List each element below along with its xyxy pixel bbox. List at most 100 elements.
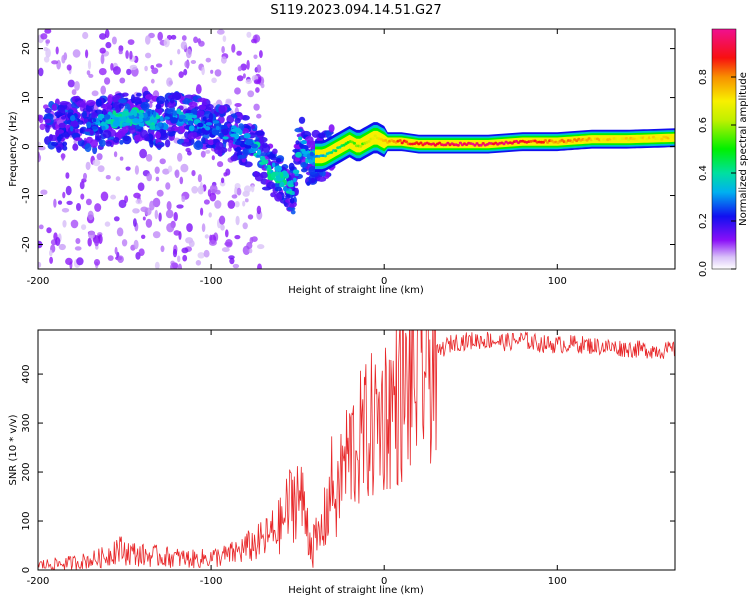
spectrogram-noise-blob (85, 161, 91, 171)
spectrogram-noise-blob (200, 150, 206, 158)
x-tick-label: 0 (381, 276, 387, 287)
spectrogram-halo-blob (230, 155, 238, 162)
spectrogram-core-blob (70, 115, 76, 122)
spectrogram-noise-blob (221, 247, 230, 253)
spectrogram-core-blob (101, 125, 106, 131)
spectrogram-noise-blob (91, 90, 99, 97)
spectrogram-ridge-point (352, 141, 356, 145)
spectrogram-noise-blob (145, 35, 151, 45)
spectrogram-halo-blob (295, 140, 300, 145)
spectrogram-core-blob (301, 151, 310, 155)
spectrogram-halo-blob (228, 139, 234, 149)
spectrogram-noise-blob (119, 77, 126, 84)
spectrogram-noise-blob (76, 203, 81, 211)
spectrogram-noise-blob (38, 146, 46, 151)
spectrogram-noise-blob (110, 194, 116, 200)
spectrogram-noise-blob (129, 50, 133, 60)
spectrogram-halo-blob (292, 148, 301, 153)
spectrogram-halo-blob (301, 168, 308, 173)
spectrogram-halo-blob (149, 139, 154, 148)
spectrogram-noise-blob (81, 224, 87, 231)
spectrogram-core-blob (222, 136, 229, 140)
spectrogram-noise-blob (66, 200, 73, 205)
spectrogram-halo-blob (45, 124, 50, 133)
spectrogram-core-blob (238, 129, 243, 135)
spectrogram-noise-blob (220, 224, 225, 231)
spectrogram-noise-blob (223, 172, 228, 177)
spectrogram-core-blob (182, 118, 189, 123)
spectrogram-noise-blob (87, 237, 92, 247)
spectrogram-ridge-point (446, 141, 450, 145)
spectrogram-core-blob (291, 191, 295, 196)
spectrogram-core-blob (234, 140, 242, 146)
spectrogram-noise-blob (83, 172, 87, 180)
spectrogram-noise-blob (253, 103, 260, 111)
spectrogram-core-blob (264, 165, 268, 169)
spectrogram-ridge-point (334, 149, 338, 153)
spectrogram-noise-blob (259, 50, 263, 59)
spectrogram-noise-blob (236, 187, 242, 196)
spectrogram-halo-blob (44, 107, 52, 114)
spectrogram-noise-blob (201, 223, 206, 233)
spectrogram-noise-blob (98, 234, 103, 245)
spectrogram-core-blob (197, 122, 204, 128)
spectrogram-noise-blob (236, 50, 242, 56)
spectrogram-noise-blob (86, 70, 91, 76)
spectrogram-ridge-point (373, 134, 377, 138)
spectrogram-noise-blob (181, 35, 187, 41)
spectrogram-noise-blob (247, 90, 255, 98)
spectrogram-noise-blob (43, 46, 48, 52)
spectrogram-y-label: Frequency (Hz) (8, 111, 19, 187)
spectrogram-core-blob (257, 149, 262, 156)
y-tick-label: -20 (21, 236, 32, 252)
spectrogram-noise-blob (234, 103, 242, 107)
spectrogram-halo-blob (86, 136, 93, 144)
spectrogram-noise-blob (205, 57, 211, 63)
spectrogram-noise-blob (234, 87, 241, 95)
spectrogram-noise-blob (144, 65, 148, 72)
spectrogram-noise-blob (240, 63, 247, 71)
spectrogram-noise-blob (157, 31, 163, 41)
spectrogram-halo-blob (193, 131, 198, 139)
spectrogram-noise-blob (139, 148, 148, 159)
spectrogram-core-blob (112, 120, 120, 127)
spectrogram-noise-blob (67, 79, 75, 88)
spectrogram-noise-blob (172, 248, 178, 258)
spectrogram-core-blob (221, 128, 229, 136)
spectrogram-noise-blob (85, 198, 92, 206)
spectrogram-halo-blob (44, 118, 51, 124)
snr-y-label: SNR (10 * v/v) (8, 414, 19, 485)
spectrogram-noise-blob (203, 249, 210, 258)
spectrogram-noise-blob (187, 150, 192, 156)
spectrogram-noise-blob (197, 252, 205, 259)
spectrogram-noise-blob (113, 216, 120, 222)
spectrogram-core-blob (132, 118, 140, 124)
spectrogram-noise-blob (178, 71, 184, 78)
spectrogram-noise-blob (180, 41, 188, 50)
spectrogram-halo-blob (275, 158, 282, 163)
spectrogram-halo-blob (156, 95, 166, 105)
spectrogram-noise-blob (228, 255, 235, 260)
spectrogram-halo-blob (272, 148, 278, 155)
spectrogram-core-blob (215, 125, 220, 131)
spectrogram-core-blob (157, 122, 163, 127)
spectrogram-core-blob (274, 165, 283, 172)
spectrogram-noise-blob (191, 186, 199, 194)
spectrogram-noise-blob (62, 191, 66, 199)
spectrogram-noise-blob (104, 77, 111, 85)
colorbar-label: Normalized spectral amplitude (738, 72, 749, 226)
spectrogram-noise-blob (72, 49, 81, 58)
spectrogram-noise-blob (115, 176, 121, 182)
spectrogram-noise-blob (154, 166, 160, 174)
spectrogram-core-blob (280, 171, 284, 179)
spectrogram-core-blob (178, 114, 186, 120)
spectrogram-halo-blob (181, 141, 192, 147)
spectrogram-noise-blob (99, 33, 107, 40)
spectrogram-noise-blob (38, 67, 44, 77)
spectrogram-core-blob (145, 117, 150, 121)
spectrogram-marks (38, 29, 675, 269)
spectrogram-core-blob (159, 115, 164, 122)
snr-ticks: -200 -100 0 100 0 100 200 300 400 (21, 330, 675, 587)
x-tick-label: -200 (27, 276, 50, 287)
spectrogram-noise-blob (242, 73, 246, 79)
